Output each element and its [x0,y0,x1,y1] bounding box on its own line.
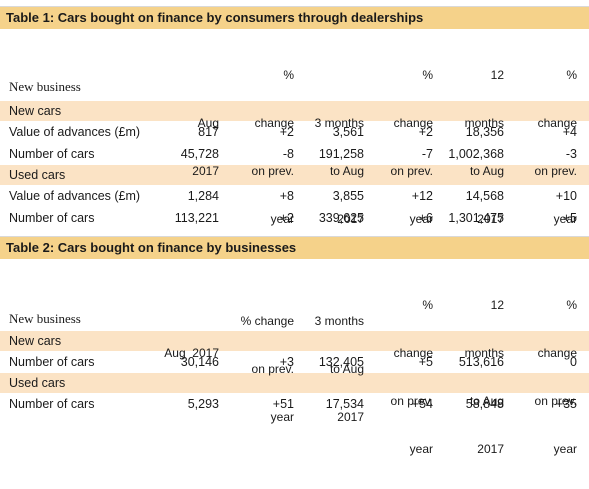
table-1: Table 1: Cars bought on finance by consu… [0,6,589,229]
t2-section-new-cars: New cars [0,331,589,351]
table-1-title: Table 1: Cars bought on finance by consu… [0,6,589,29]
t1-col-12m: 12 months to Aug 2017 [464,68,504,226]
table-row: Number of cars 5,293 +51 17,534 +54 58,8… [9,397,577,411]
t2-col-aug: Aug 2017 [164,346,219,360]
table-2-header-label: New business [9,311,81,326]
t1-col-3m: 3 months to Aug 2017 [314,116,364,226]
t2-section-used-cars: Used cars [0,373,589,393]
table-1-header: New business Aug 2017 % change on prev. … [0,29,589,226]
t1-section-new-cars: New cars [0,101,589,121]
table-2-header: New business Aug 2017 % change on prev. … [0,259,589,456]
t1-section-used-cars: Used cars [0,165,589,185]
t1-col-aug: Aug 2017 [192,116,219,178]
table-row: Number of cars 30,146 +3 132,405 +5 513,… [9,355,577,369]
table-row: Number of cars 113,221 +2 339,625 +6 1,3… [9,211,577,225]
table-row: Number of cars 45,728 -8 191,258 -7 1,00… [9,147,577,161]
t2-col-3m-change: % change on prev. year [390,298,433,456]
table-2-title: Table 2: Cars bought on finance by busin… [0,236,589,259]
table-1-header-label: New business [9,79,81,94]
t2-col-12m: 12 months to Aug 2017 [464,298,504,456]
t1-col-12m-change: % change on prev. year [534,68,577,226]
t1-col-3m-change: % change on prev. year [390,68,433,226]
table-2: Table 2: Cars bought on finance by busin… [0,236,589,456]
t2-col-12m-change: % change on prev. year [534,298,577,456]
table-row: Value of advances (£m) 1,284 +8 3,855 +1… [9,189,577,203]
t1-col-aug-change: % change on prev. year [251,68,294,226]
table-row: Value of advances (£m) 817 +2 3,561 +2 1… [9,125,577,139]
